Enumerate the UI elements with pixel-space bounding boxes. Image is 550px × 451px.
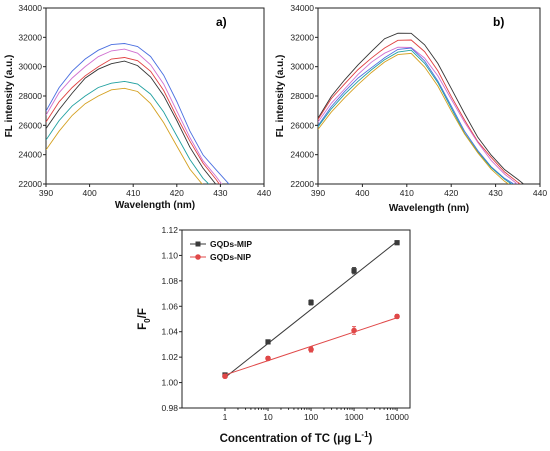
panel-a-series-line-2	[46, 48, 223, 184]
panel-a-frame	[45, 7, 265, 185]
panel-c-ylabel: F0/F	[137, 308, 152, 330]
panel-a-ylabel: FL intensity (a.u.)	[4, 55, 15, 138]
panel-c-legend: GQDs-MIP GQDs-NIP	[190, 239, 252, 262]
panel-a-series-line-1	[46, 43, 230, 184]
panel-c-ytick-label: 1.06	[161, 301, 178, 311]
legend-marker-square	[195, 241, 201, 247]
panel-a-xtick-label: 400	[83, 188, 97, 198]
panel-b-xtick-label: 390	[311, 188, 325, 198]
panel-c-ytick-label: 1.12	[161, 225, 178, 235]
panel-b-series-line-3	[318, 46, 519, 184]
panel-b-ylabel: FL intensity (a.u.)	[275, 55, 286, 138]
panel-a-xtick-label: 430	[213, 188, 227, 198]
panel-a-series-line-5	[46, 80, 210, 184]
panel-c-ytick-label: 0.98	[161, 403, 178, 413]
panel-c-xlabel: Concentration of TC (μg L-1)	[220, 430, 373, 445]
panel-c-point-mip	[351, 268, 357, 274]
panel-c-chart: Concentration of TC (μg L-1) F0/F GQDs-M…	[137, 225, 411, 445]
panel-a-xtick-label: 410	[126, 188, 140, 198]
panel-b-series-line-6	[318, 52, 510, 184]
panel-c-ytick-label: 1.08	[161, 276, 178, 286]
panel-a-xtick-label: 390	[39, 188, 53, 198]
panel-c-ytick-label: 1.10	[161, 250, 178, 260]
panel-c-point-mip	[394, 240, 400, 246]
panel-a-xlabel: Wavelength (nm)	[115, 200, 195, 211]
panel-c-xtick-label: 1	[223, 412, 228, 422]
panel-a-label: a)	[216, 15, 227, 29]
legend-label-mip: GQDs-MIP	[210, 239, 252, 249]
panel-a-series-line-4	[46, 60, 217, 184]
panel-c-ytick-label: 1.00	[161, 378, 178, 388]
legend-item-nip: GQDs-NIP	[190, 252, 251, 262]
panel-a-ytick-label: 22000	[18, 179, 42, 189]
panel-a-ytick-label: 28000	[18, 91, 42, 101]
panel-a-ytick-label: 34000	[18, 3, 42, 13]
panel-b-xlabel: Wavelength (nm)	[389, 203, 469, 214]
panel-b-ytick-label: 32000	[290, 32, 314, 42]
panel-b-ytick-label: 34000	[290, 3, 314, 13]
panel-a-ytick-label: 26000	[18, 120, 42, 130]
panel-b-series-line-5	[318, 49, 513, 184]
panel-a-xtick-label: 420	[170, 188, 184, 198]
panel-c-point-mip	[308, 299, 314, 306]
panel-a-ytick-label: 32000	[18, 32, 42, 42]
panel-a-ytick-label: 30000	[18, 62, 42, 72]
panel-b-label: b)	[493, 15, 504, 29]
panel-c-xtick-label: 100	[304, 412, 318, 422]
panel-a-series-line-6	[46, 87, 203, 184]
panel-c-point-mip	[265, 339, 271, 345]
panel-b-ytick-label: 26000	[290, 120, 314, 130]
panel-a-chart: a) Wavelength (nm) FL intensity (a.u.) 3…	[4, 3, 271, 211]
panel-c-point-nip	[265, 355, 271, 362]
panel-b-ytick-label: 28000	[290, 91, 314, 101]
panel-c-ytick-label: 1.04	[161, 327, 178, 337]
panel-a-xtick-label: 440	[257, 188, 271, 198]
panel-b-ytick-label: 22000	[290, 179, 314, 189]
panel-b-series-line-1	[318, 32, 525, 184]
panel-b-ytick-label: 24000	[290, 150, 314, 160]
panel-c-ytick-label: 1.02	[161, 352, 178, 362]
panel-c-fit-line-nip	[224, 317, 398, 376]
panel-c-point-nip	[308, 346, 314, 353]
panel-b-series-line-2	[318, 39, 521, 184]
panel-c-fit-line-mip	[224, 241, 398, 378]
panel-c-point-nip	[351, 327, 357, 334]
panel-a-series-line-3	[46, 57, 220, 184]
panel-b-xtick-label: 400	[355, 188, 369, 198]
panel-b-chart: b) Wavelength (nm) FL intensity (a.u.) 3…	[275, 3, 547, 214]
panel-c-point-nip	[222, 373, 228, 380]
panel-c-xtick-label: 10000	[385, 412, 409, 422]
panel-c-point-nip	[394, 313, 400, 320]
panel-c-frame	[181, 229, 411, 409]
panel-b-xtick-label: 440	[533, 188, 547, 198]
panel-b-series-line-4	[318, 47, 515, 184]
panel-c-xtick-label: 10	[263, 412, 273, 422]
legend-label-nip: GQDs-NIP	[210, 252, 251, 262]
panel-a-ytick-label: 24000	[18, 150, 42, 160]
panel-b-xtick-label: 420	[444, 188, 458, 198]
panel-b-xtick-label: 410	[400, 188, 414, 198]
legend-item-mip: GQDs-MIP	[190, 239, 252, 249]
panel-c-xtick-label: 1000	[345, 412, 364, 422]
panel-b-xtick-label: 430	[489, 188, 503, 198]
legend-marker-circle	[195, 254, 201, 260]
panel-b-ytick-label: 30000	[290, 62, 314, 72]
panel-b-frame	[317, 7, 541, 185]
